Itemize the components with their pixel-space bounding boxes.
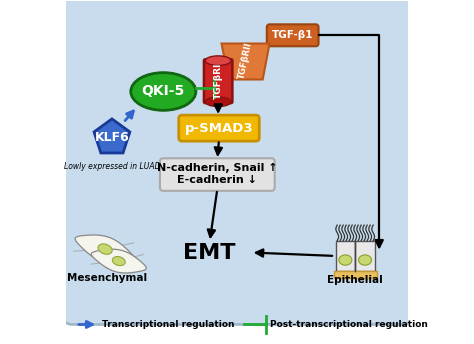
FancyBboxPatch shape [355,240,375,271]
Text: Mesenchymal: Mesenchymal [67,273,147,283]
FancyBboxPatch shape [336,240,355,271]
Ellipse shape [339,255,352,265]
Polygon shape [75,235,135,263]
FancyBboxPatch shape [334,271,377,278]
FancyBboxPatch shape [160,158,275,191]
Text: Epithelial: Epithelial [328,275,383,285]
FancyBboxPatch shape [179,115,259,141]
Text: N-cadherin, Snail ↑: N-cadherin, Snail ↑ [157,163,278,173]
Polygon shape [94,119,130,153]
Ellipse shape [358,255,372,265]
FancyBboxPatch shape [204,59,232,103]
Text: Transcriptional regulation: Transcriptional regulation [101,320,234,329]
Ellipse shape [205,56,231,65]
Text: E-cadherin ↓: E-cadherin ↓ [177,175,257,185]
Ellipse shape [98,244,112,254]
FancyBboxPatch shape [267,24,319,46]
Ellipse shape [205,97,231,107]
Text: TGFβRI: TGFβRI [214,63,223,99]
Text: p-SMAD3: p-SMAD3 [185,122,253,135]
Ellipse shape [131,73,196,110]
Text: EMT: EMT [183,243,236,262]
Text: TGF-β1: TGF-β1 [272,30,313,40]
FancyBboxPatch shape [62,0,413,324]
Polygon shape [91,249,146,273]
Polygon shape [221,44,270,79]
Text: TGFβRII: TGFβRII [237,41,254,80]
Text: KLF6: KLF6 [95,131,129,144]
Ellipse shape [112,257,125,266]
Text: Lowly expressed in LUAD: Lowly expressed in LUAD [64,162,160,171]
Text: QKI-5: QKI-5 [142,85,185,98]
Text: Post-transcriptional regulation: Post-transcriptional regulation [270,320,428,329]
